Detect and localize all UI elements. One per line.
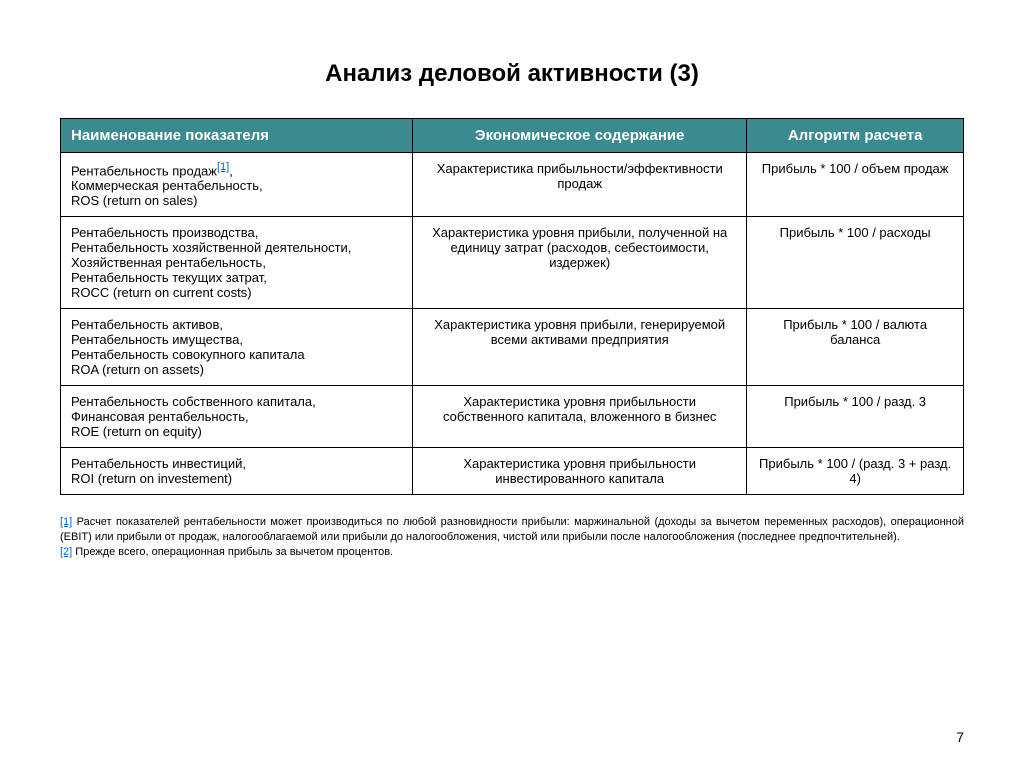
cell-name: Рентабельность инвестиций,ROI (return on… (61, 448, 413, 495)
cell-name: Рентабельность производства,Рентабельнос… (61, 217, 413, 309)
page-number: 7 (956, 729, 964, 745)
table-row: Рентабельность собственного капитала,Фин… (61, 386, 964, 448)
cell-name: Рентабельность собственного капитала,Фин… (61, 386, 413, 448)
cell-algorithm: Прибыль * 100 / валюта баланса (747, 309, 964, 386)
cell-algorithm: Прибыль * 100 / объем продаж (747, 153, 964, 217)
slide-page: Анализ деловой активности (3) Наименован… (0, 0, 1024, 767)
cell-economic: Характеристика уровня прибыли, генерируе… (413, 309, 747, 386)
indicators-table: Наименование показателя Экономическое со… (60, 118, 964, 495)
table-header-row: Наименование показателя Экономическое со… (61, 119, 964, 153)
cell-name: Рентабельность активов,Рентабельность им… (61, 309, 413, 386)
footnote-marker[interactable]: [1] (60, 516, 72, 528)
cell-algorithm: Прибыль * 100 / расходы (747, 217, 964, 309)
footnotes-block: [1] Расчет показателей рентабельности мо… (60, 515, 964, 560)
cell-name: Рентабельность продаж[1],Коммерческая ре… (61, 153, 413, 217)
header-col-econ: Экономическое содержание (413, 119, 747, 153)
cell-algorithm: Прибыль * 100 / разд. 3 (747, 386, 964, 448)
footnote: [1] Расчет показателей рентабельности мо… (60, 515, 964, 545)
cell-economic: Характеристика прибыльности/эффективност… (413, 153, 747, 217)
header-col-algo: Алгоритм расчета (747, 119, 964, 153)
footnote-marker[interactable]: [2] (60, 546, 72, 558)
table-row: Рентабельность производства,Рентабельнос… (61, 217, 964, 309)
cell-economic: Характеристика уровня прибыльности инвес… (413, 448, 747, 495)
cell-economic: Характеристика уровня прибыли, полученно… (413, 217, 747, 309)
footnote-ref[interactable]: [1] (217, 161, 229, 173)
cell-economic: Характеристика уровня прибыльности собст… (413, 386, 747, 448)
table-row: Рентабельность продаж[1],Коммерческая ре… (61, 153, 964, 217)
footnote: [2] Прежде всего, операционная прибыль з… (60, 545, 964, 560)
table-row: Рентабельность активов,Рентабельность им… (61, 309, 964, 386)
table-row: Рентабельность инвестиций,ROI (return on… (61, 448, 964, 495)
header-col-name: Наименование показателя (61, 119, 413, 153)
cell-algorithm: Прибыль * 100 / (разд. 3 + разд. 4) (747, 448, 964, 495)
slide-title: Анализ деловой активности (3) (60, 60, 964, 88)
